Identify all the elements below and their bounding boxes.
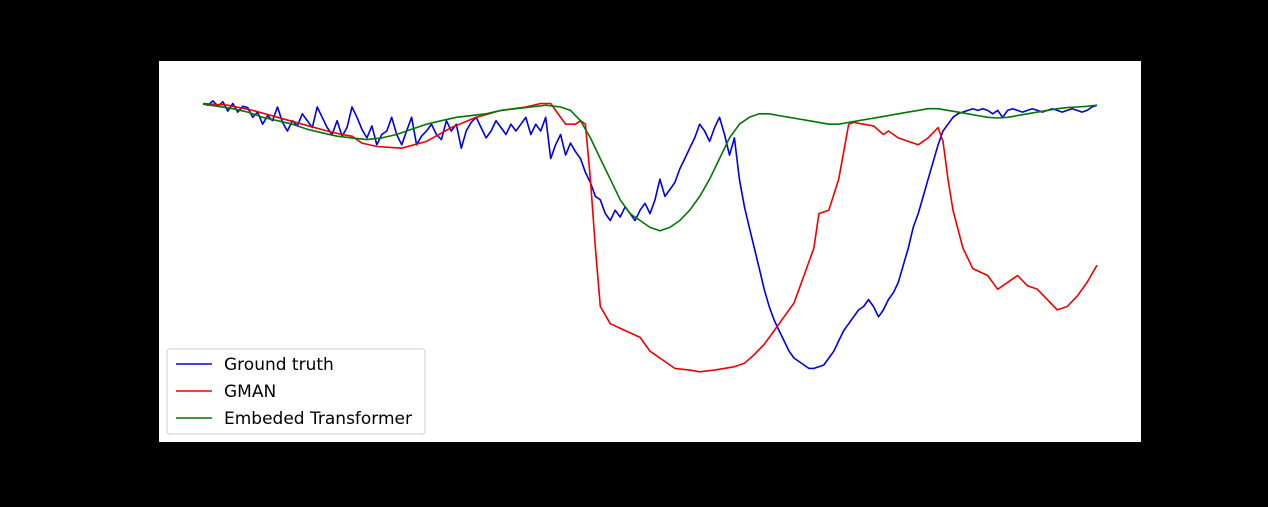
- legend: Ground truth GMAN Embeded Transformer: [166, 348, 426, 435]
- legend-label-gman: GMAN: [224, 382, 276, 402]
- series-layer: [202, 100, 1098, 373]
- series-line-ground-truth: [202, 100, 1098, 370]
- legend-label-embeded-transformer: Embeded Transformer: [224, 409, 412, 429]
- series-line-embeded-transformer: [202, 103, 1098, 232]
- series-line-gman: [202, 102, 1098, 373]
- legend-box: [166, 348, 426, 435]
- legend-label-ground-truth: Ground truth: [224, 355, 334, 375]
